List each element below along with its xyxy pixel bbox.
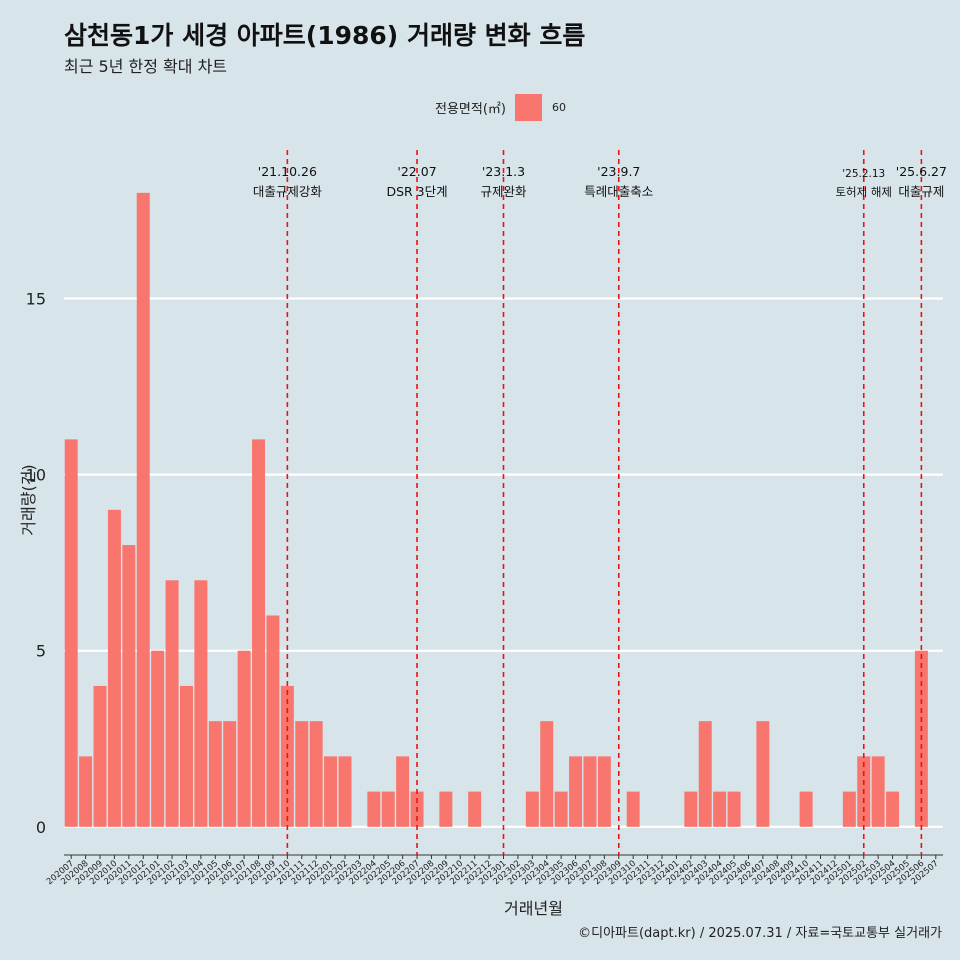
legend-item-label: 60: [551, 101, 566, 114]
event-label: DSR 3단계: [386, 184, 447, 199]
bar: [381, 791, 395, 827]
bar: [554, 791, 568, 827]
bar: [727, 791, 741, 827]
bar: [208, 721, 222, 827]
event-date-label: '23.9.7: [597, 164, 640, 179]
y-tick-label: 15: [26, 289, 46, 308]
bar: [309, 721, 323, 827]
bar: [107, 509, 121, 827]
bar: [223, 721, 237, 827]
event-date-label: '25.2.13: [842, 168, 885, 180]
event-date-label: '21.10.26: [258, 164, 317, 179]
legend-swatch: [514, 94, 542, 121]
bar: [295, 721, 309, 827]
bar: [151, 650, 165, 827]
x-axis-title: 거래년월: [504, 899, 563, 918]
legend: 전용면적(㎡) 60: [435, 94, 566, 121]
bar: [122, 545, 136, 827]
bar: [136, 192, 150, 827]
event-label: 토허제 해제: [835, 185, 892, 199]
bar: [179, 685, 193, 827]
bar: [583, 756, 597, 827]
bar: [237, 650, 251, 827]
y-tick-label: 0: [36, 818, 46, 837]
bar: [367, 791, 381, 827]
bar: [338, 756, 352, 827]
bar: [396, 756, 410, 827]
bar: [756, 721, 770, 827]
event-date-label: '23.1.3: [482, 164, 525, 179]
bar: [194, 580, 208, 827]
bar: [525, 791, 539, 827]
chart-title: 삼천동1가 세경 아파트(1986) 거래량 변화 흐름: [64, 21, 586, 50]
bar: [713, 791, 727, 827]
event-date-label: '25.6.27: [896, 164, 947, 179]
y-tick-label: 10: [26, 466, 46, 485]
source-caption: ©디아파트(dapt.kr) / 2025.07.31 / 자료=국토교통부 실…: [578, 926, 942, 941]
legend-title: 전용면적(㎡): [435, 102, 506, 117]
bar: [93, 685, 107, 827]
bar: [266, 615, 280, 827]
bar: [886, 791, 900, 827]
chart-subtitle: 최근 5년 한정 확대 차트: [64, 57, 228, 76]
event-label: 특례대출축소: [584, 184, 653, 199]
bar: [626, 791, 640, 827]
bar: [799, 791, 813, 827]
bar: [324, 756, 338, 827]
bar: [698, 721, 712, 827]
event-date-label: '22.07: [397, 164, 436, 179]
y-axis-title: 거래량(건): [19, 464, 38, 535]
event-label: 규제완화: [480, 184, 527, 199]
bar: [871, 756, 885, 827]
y-tick-label: 5: [36, 642, 46, 661]
bar: [252, 439, 266, 827]
bar: [165, 580, 179, 827]
bar: [842, 791, 856, 827]
event-label: 대출규제: [898, 184, 944, 199]
bar: [64, 439, 78, 827]
event-label: 대출규제강화: [253, 184, 323, 199]
bar: [569, 756, 583, 827]
bar: [79, 756, 93, 827]
bar: [540, 721, 554, 827]
bar: [439, 791, 453, 827]
bar: [597, 756, 611, 827]
bar: [684, 791, 698, 827]
bar: [468, 791, 482, 827]
